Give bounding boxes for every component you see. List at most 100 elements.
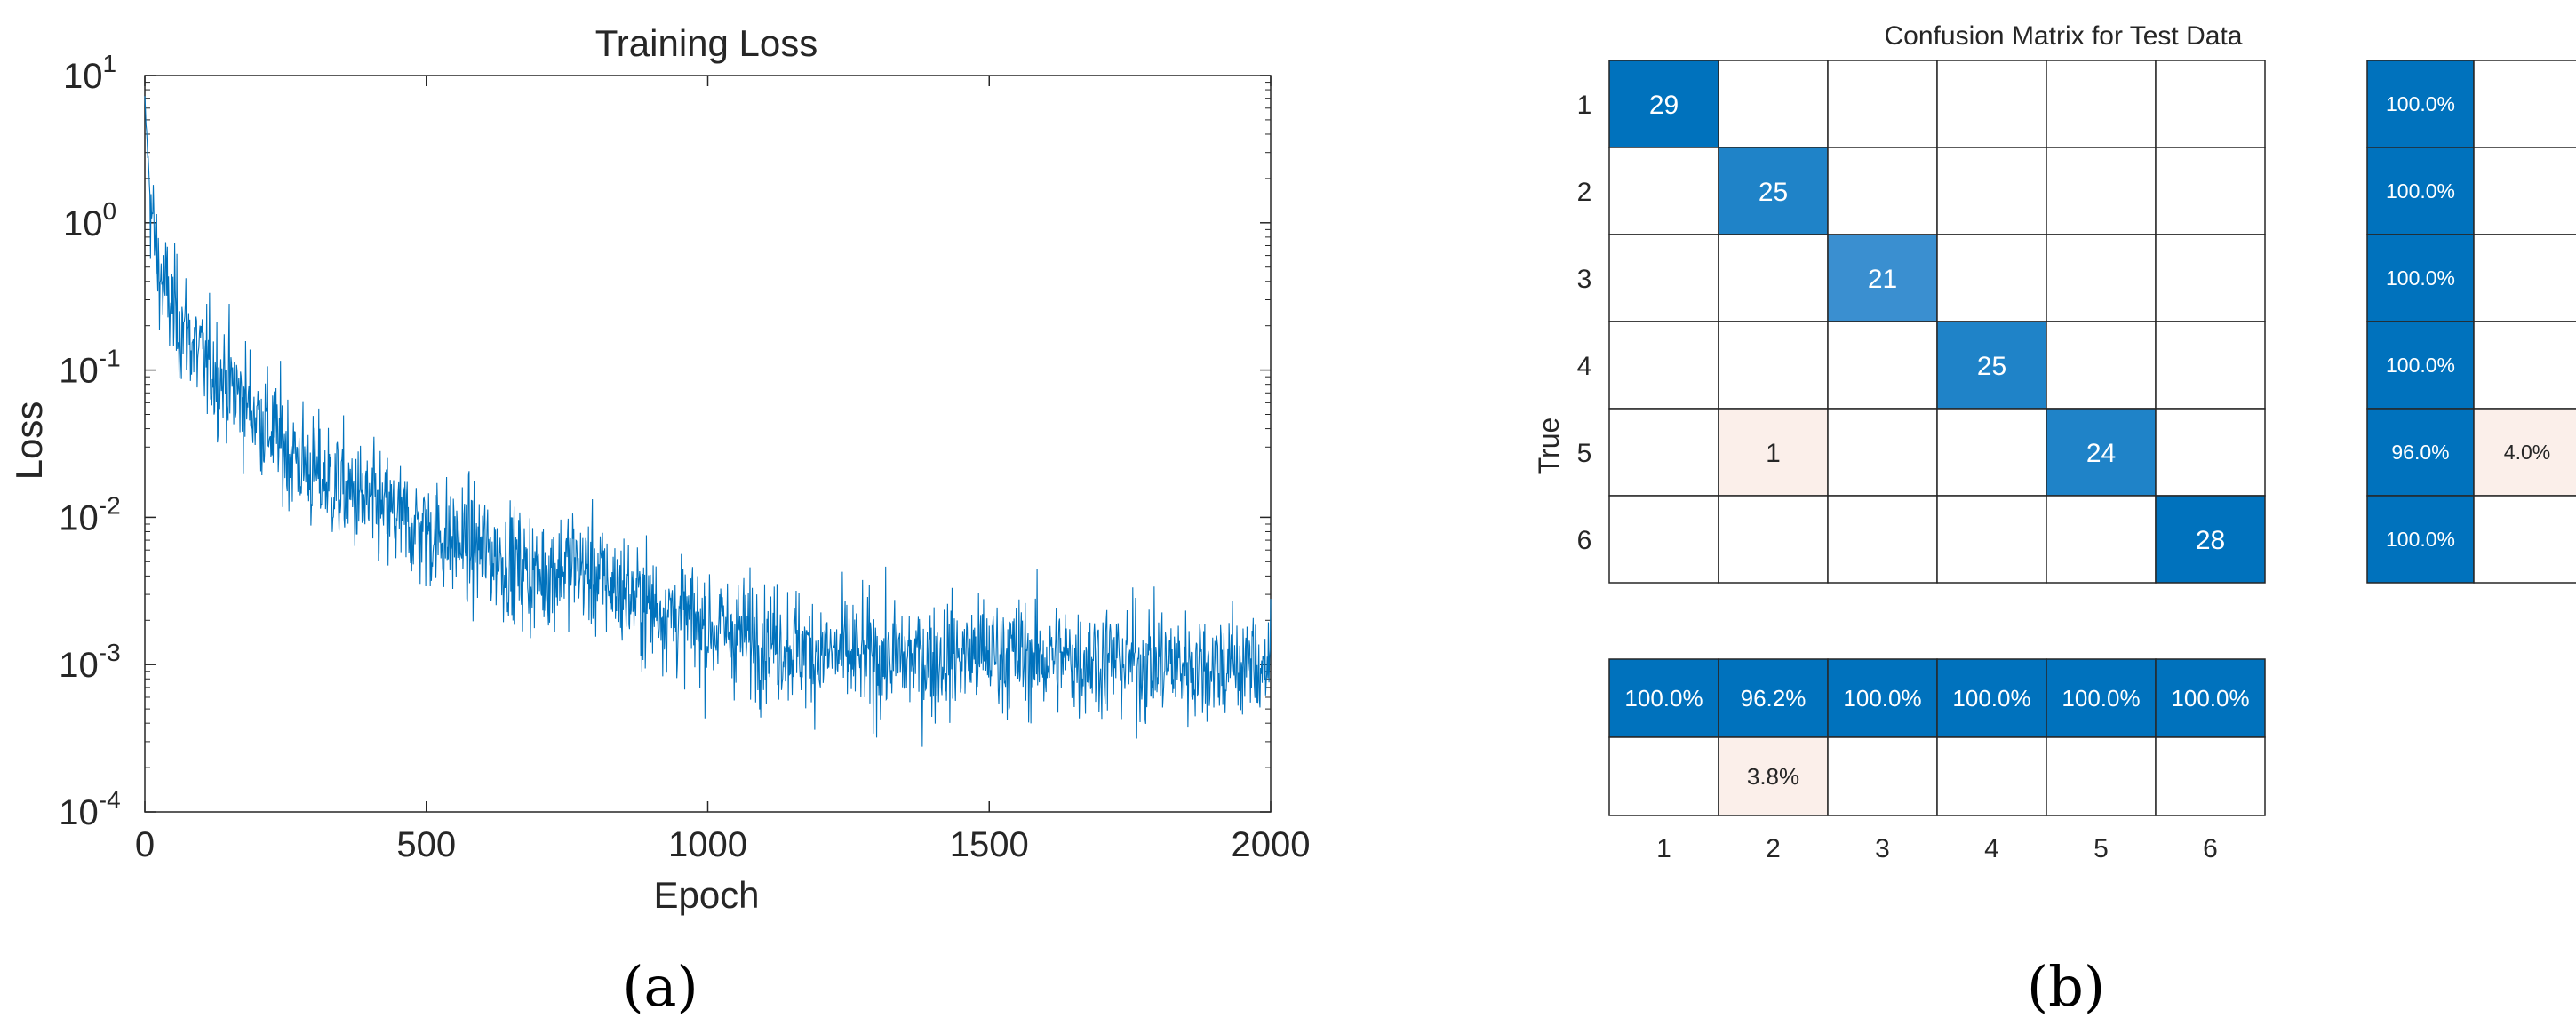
matrix-cell-value: 28 [2196,526,2225,555]
column-summary-value: 100.0% [1843,685,1921,712]
row-summary-cell [2366,495,2475,584]
matrix-cell-value: 21 [1868,265,1897,294]
column-summary-value: 3.8% [1747,763,1799,790]
row-summary-value: 96.0% [2391,441,2449,464]
matrix-cell-value: 29 [1649,91,1679,120]
x-tick-label: 500 [396,825,456,864]
row-summary-cell [2473,321,2576,410]
row-summary-cell [2473,234,2576,322]
matrix-cell-value: 25 [1977,352,2006,381]
column-label: 5 [2093,834,2109,863]
matrix-cell [1936,147,2047,235]
matrix-cell [2155,408,2266,497]
matrix-cell-value: 25 [1759,178,1788,207]
column-label: 3 [1875,834,1890,863]
chart-title: Training Loss [595,22,818,64]
y-tick-label: 10-4 [59,786,120,832]
y-axis-label: Loss [8,402,50,481]
row-summary-cell [2366,408,2475,497]
row-summary-cell [2366,234,2475,322]
column-summary-value: 100.0% [2062,685,2140,712]
matrix-cell-value: 1 [1766,439,1781,468]
column-summary-cell [2155,736,2266,816]
column-summary-cell [1718,736,1829,816]
matrix-cell [1827,408,1938,497]
column-label: 1 [1656,834,1671,863]
column-label: 6 [2203,834,2218,863]
matrix-cell [2155,234,2266,322]
x-tick-label: 1500 [950,825,1029,864]
column-summary-cell [2046,658,2157,738]
column-label: 4 [1984,834,1999,863]
column-summary-value: 100.0% [2171,685,2249,712]
matrix-cell [1718,495,1829,584]
matrix-cell [1608,60,1719,148]
matrix-cell [1608,234,1719,322]
matrix-cell [2155,495,2266,584]
column-summary-cell [1608,736,1719,816]
row-summary-cell [2473,495,2576,584]
column-summary-cell [1827,658,1938,738]
panel-label-a: (a) [622,954,698,1019]
row-label: 6 [1577,526,1592,555]
matrix-cell [1608,147,1719,235]
row-summary-cell [2473,147,2576,235]
matrix-cell [1608,321,1719,410]
matrix-cell [1718,234,1829,322]
matrix-cell [1936,495,2047,584]
x-tick-label: 1000 [668,825,747,864]
matrix-cell [1827,495,1938,584]
matrix-cell [2155,60,2266,148]
row-label: 3 [1577,265,1592,294]
row-summary-cell [2473,60,2576,148]
panel-label-b: (b) [2027,954,2105,1019]
column-summary-value: 96.2% [1741,685,1806,712]
column-summary-cell [1608,658,1719,738]
matrix-cell [1936,234,2047,322]
y-tick-label: 101 [63,50,116,96]
row-label: 2 [1577,178,1592,207]
matrix-cell-value: 24 [2086,439,2116,468]
matrix-cell [1827,147,1938,235]
loss-plot-area: 0 500 1000 1500 2000 10-4 10-3 10-2 10-1 100 101 [59,50,1310,864]
row-summary-cell [2366,321,2475,410]
column-summary-cell [1827,736,1938,816]
matrix-cell [2155,147,2266,235]
column-summary-cell [2155,658,2266,738]
matrix-cell [1608,495,1719,584]
matrix-cell [1718,321,1829,410]
matrix-cell [2046,60,2157,148]
y-tick-label: 10-1 [59,345,120,391]
matrix-cell [1718,60,1829,148]
matrix-cell [2046,495,2157,584]
y-tick-label: 100 [63,197,116,243]
matrix-cell [1936,321,2047,410]
row-summary-value: 100.0% [2386,179,2455,203]
row-summary-value: 4.0% [2504,441,2550,464]
matrix-cell [2046,147,2157,235]
column-summary-cell [1936,736,2047,816]
row-label: 1 [1577,91,1592,120]
matrix-cell [1936,60,2047,148]
matrix-cell [2046,321,2157,410]
column-summary-value: 100.0% [1624,685,1703,712]
matrix-cell [1827,234,1938,322]
confusion-matrix-title: Confusion Matrix for Test Data [1885,21,2243,51]
matrix-cell [1718,408,1829,497]
training-loss-panel: Training Loss 0 500 1000 1500 2000 10-4 10-3 10… [8,22,1310,1019]
column-summary-cell [2046,736,2157,816]
column-summary-value: 100.0% [1952,685,2030,712]
row-summary-value: 100.0% [2386,354,2455,377]
x-axis-label: Epoch [653,874,759,916]
matrix-cell [1827,60,1938,148]
row-summary-value: 100.0% [2386,266,2455,290]
x-tick-label: 0 [135,825,155,864]
matrix-cell [2155,321,2266,410]
confusion-matrix-panel: Confusion Matrix for Test Data 292521251… [1533,21,2576,1019]
column-label: 2 [1766,834,1781,863]
row-label: 4 [1577,352,1592,381]
x-tick-label: 2000 [1232,825,1311,864]
column-summary-cell [1718,658,1829,738]
